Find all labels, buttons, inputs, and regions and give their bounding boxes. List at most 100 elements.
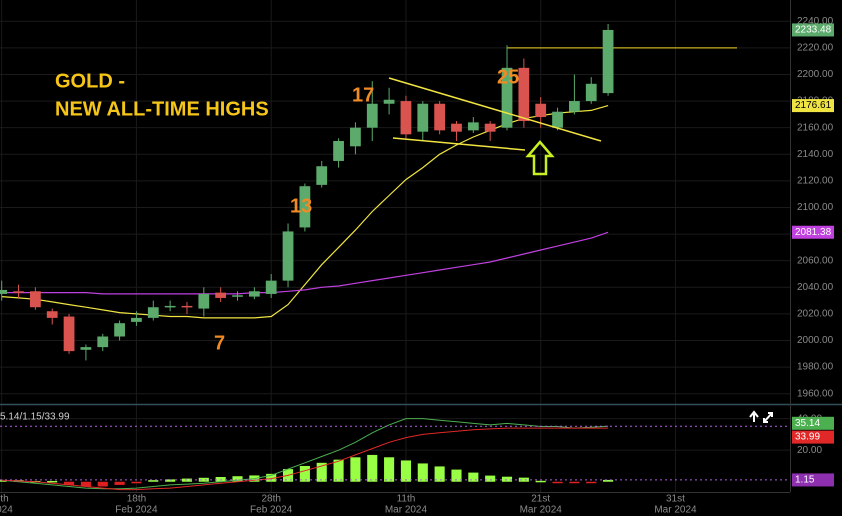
moving-average: [1, 231, 609, 295]
histogram-bar: [148, 480, 159, 482]
candle-body: [434, 103, 446, 131]
y-tick-label: 2160.00: [797, 122, 834, 133]
candle-body: [215, 292, 227, 298]
expand-icon[interactable]: [763, 412, 773, 423]
lower-trendline: [392, 137, 526, 151]
candle-body: [265, 280, 277, 294]
x-tick-label: 11th: [397, 494, 416, 505]
upper-trendline: [388, 77, 602, 142]
candle-body: [552, 111, 563, 128]
histogram-bar: [586, 481, 597, 484]
candle-body: [467, 122, 479, 131]
histogram-bar: [417, 463, 428, 482]
annotation: 17: [352, 84, 374, 106]
candle-body: [248, 291, 260, 297]
candle-body: [0, 289, 8, 294]
histogram-bar: [434, 466, 445, 482]
histogram-bar: [603, 479, 614, 482]
x-tick-label: 18th: [127, 494, 146, 505]
histogram-bar: [518, 477, 529, 482]
histogram-bar: [232, 476, 243, 482]
histogram-bar: [299, 465, 310, 482]
candle-body: [198, 293, 210, 309]
histogram-bar: [384, 457, 395, 482]
x-tick-label: 21st: [531, 494, 550, 505]
last-price: 2233.48: [795, 25, 832, 36]
candle-body: [602, 29, 614, 94]
indicator-value: 33.99: [795, 432, 820, 443]
histogram-bar: [198, 477, 209, 482]
candle-body: [350, 127, 361, 147]
y-tick-label: 2040.00: [797, 282, 834, 293]
candle-body: [282, 231, 294, 281]
histogram-bar: [97, 481, 108, 487]
histogram-bar: [316, 462, 327, 482]
x-tick-sublabel: 2024: [0, 505, 13, 516]
y-tick-label: 2240.00: [797, 16, 834, 27]
arrow-up: [525, 140, 555, 176]
histogram-bar: [501, 476, 513, 482]
title-line: GOLD -: [55, 70, 125, 92]
y-tick-label: 2000.00: [797, 335, 834, 346]
candle-body: [80, 347, 92, 350]
y-tick-label: 2120.00: [797, 176, 834, 187]
indicator-value: 1.15: [795, 475, 815, 486]
histogram-bar: [468, 472, 479, 482]
candle-body: [484, 123, 496, 132]
indicator-value-box: [792, 416, 834, 430]
histogram-bar: [569, 481, 580, 484]
x-tick-label: 31st: [666, 494, 685, 505]
x-tick-sublabel: Mar 2024: [520, 505, 563, 516]
indicator-line: [1, 427, 609, 491]
indicator-line: [1, 418, 609, 490]
x-tick-label: 28th: [261, 494, 280, 505]
ma-value: 2081.38: [795, 227, 832, 238]
candle-body: [232, 295, 243, 297]
y-tick-label: 2220.00: [797, 43, 834, 54]
histogram-bar: [114, 481, 125, 485]
candle-body: [147, 307, 159, 318]
candle-body: [366, 103, 378, 128]
candle-body: [114, 323, 125, 337]
candle-body: [383, 99, 395, 104]
candle-body: [333, 140, 344, 161]
ma-value-box: [792, 225, 834, 239]
candle-body: [63, 316, 75, 352]
candle-body: [585, 83, 597, 102]
plot: [0, 23, 790, 491]
histogram-bar: [64, 481, 75, 485]
ma-value-box: [792, 99, 834, 113]
histogram-bar: [485, 475, 496, 482]
annotation: 13: [290, 195, 312, 217]
histogram-bar: [451, 469, 462, 482]
histogram-bar: [350, 457, 361, 482]
candle-body: [518, 67, 530, 122]
histogram-bar: [215, 477, 226, 482]
panel-icons[interactable]: [749, 410, 773, 423]
annotation: 7: [214, 332, 225, 354]
candle-body: [46, 311, 58, 318]
indicator-value-box: [792, 473, 834, 487]
y-tick-label: 1960.00: [797, 388, 834, 399]
x-tick-sublabel: Mar 2024: [654, 505, 697, 516]
histogram-bar: [333, 459, 344, 482]
histogram-bar: [47, 480, 58, 483]
histogram-bar: [535, 480, 546, 483]
y-tick-label: 2020.00: [797, 309, 834, 320]
candle-body: [400, 101, 412, 135]
y-tick-label: 2060.00: [797, 255, 834, 266]
y-tick-label: 2100.00: [797, 202, 834, 213]
indicator-label: 5.14/1.15/33.99: [0, 412, 70, 423]
candle-body: [535, 103, 547, 118]
histogram-bar: [266, 473, 277, 482]
candle-body: [181, 305, 193, 308]
candle-body: [316, 166, 328, 185]
histogram-bar: [131, 481, 142, 484]
histogram-bar: [400, 460, 412, 482]
x-tick-sublabel: Mar 2024: [385, 505, 428, 516]
maximize-icon[interactable]: [749, 410, 759, 422]
candle-body: [569, 101, 580, 112]
histogram-bar: [0, 480, 7, 482]
